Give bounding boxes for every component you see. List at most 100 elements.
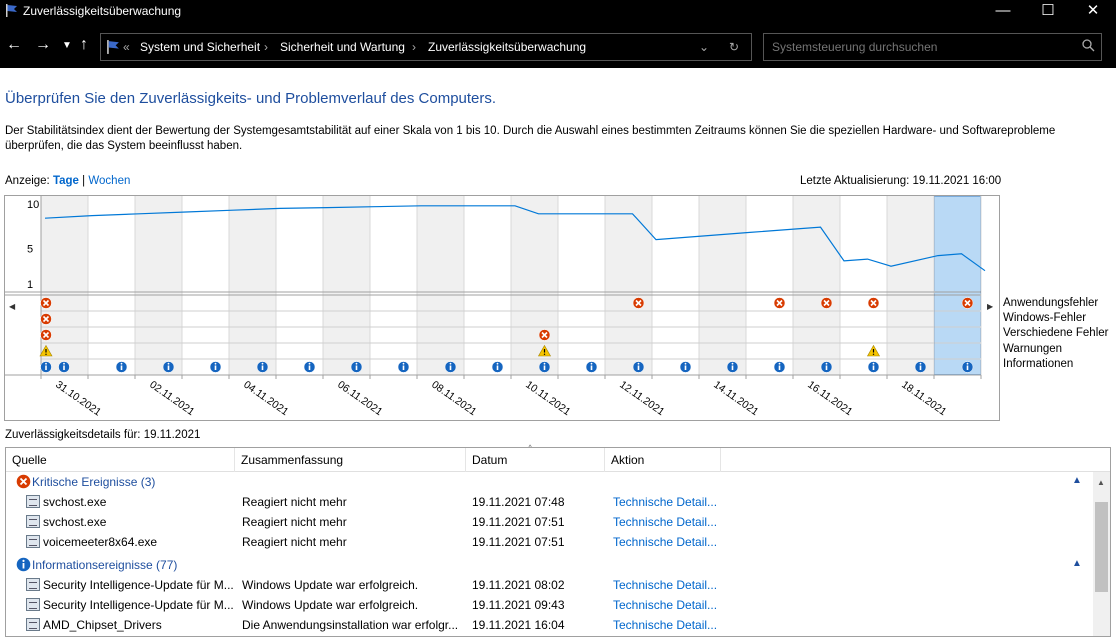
info-icon-dot xyxy=(590,362,593,365)
info-icon-bar xyxy=(496,365,499,370)
control-panel-flag-icon xyxy=(107,40,119,54)
table-row[interactable]: AMD_Chipset_Drivers Die Anwendungsinstall… xyxy=(6,615,1090,635)
info-icon-bar xyxy=(684,365,687,370)
error-icon-cross xyxy=(870,299,877,307)
chart-column[interactable] xyxy=(699,196,746,375)
chart-column[interactable] xyxy=(41,196,88,375)
chart-column[interactable] xyxy=(793,196,840,375)
technical-details-link[interactable]: Technische Detail... xyxy=(613,598,718,612)
scrollbar-thumb[interactable] xyxy=(1095,502,1108,592)
row-date: 19.11.2021 07:51 xyxy=(472,515,565,529)
breadcrumb-reliability-monitor[interactable]: Zuverlässigkeitsüberwachung xyxy=(428,40,587,54)
chart-column[interactable] xyxy=(558,196,605,375)
forward-arrow-icon[interactable]: → xyxy=(35,36,51,53)
warning-icon-dot xyxy=(872,353,875,355)
error-icon-cross xyxy=(776,299,783,307)
chart-column[interactable] xyxy=(746,196,793,375)
column-date[interactable]: Datum xyxy=(466,448,605,472)
chart-column[interactable] xyxy=(934,196,981,375)
chart-column[interactable] xyxy=(276,196,323,375)
technical-details-link[interactable]: Technische Detail... xyxy=(613,578,718,592)
chart-column[interactable] xyxy=(840,196,887,375)
x-date-label: 16.11.2021 xyxy=(805,379,854,419)
maximize-button[interactable]: ☐ xyxy=(1041,2,1055,19)
chart-column[interactable] xyxy=(887,196,934,375)
table-row[interactable]: svchost.exe Reagiert nicht mehr 19.11.2021… xyxy=(6,512,1090,532)
info-icon-bar xyxy=(214,365,217,370)
info-icon-bar xyxy=(308,365,311,370)
x-date-label: 06.11.2021 xyxy=(335,379,384,419)
back-arrow-icon[interactable]: ← xyxy=(6,36,22,53)
refresh-icon[interactable]: ↻ xyxy=(729,40,740,54)
column-source[interactable]: Quelle xyxy=(6,448,235,472)
info-icon-bar xyxy=(731,365,734,370)
x-date-label: 04.11.2021 xyxy=(241,379,290,419)
close-button[interactable]: ✕ xyxy=(1086,2,1100,19)
chart-column[interactable] xyxy=(652,196,699,375)
row-date: 19.11.2021 08:02 xyxy=(472,578,565,592)
address-prefix[interactable]: « xyxy=(123,40,130,54)
table-row[interactable]: Security Intelligence-Update für M... Win… xyxy=(6,575,1090,595)
row-summary: Reagiert nicht mehr xyxy=(242,515,347,529)
chart-scroll-left-icon[interactable]: ◀ xyxy=(9,302,16,311)
error-icon-cross xyxy=(42,331,50,339)
column-summary[interactable]: Zusammenfassung xyxy=(235,448,466,472)
search-input[interactable] xyxy=(763,33,1102,61)
collapse-chevron-icon[interactable]: ▲ xyxy=(1072,558,1082,569)
chart-column[interactable] xyxy=(464,196,511,375)
view-days-link[interactable]: Tage xyxy=(52,175,79,187)
info-icon-dot xyxy=(637,362,640,365)
view-separator: | xyxy=(82,175,86,187)
chart-column[interactable] xyxy=(323,196,370,375)
chart-column[interactable] xyxy=(370,196,417,375)
chart-column[interactable] xyxy=(135,196,182,375)
info-icon-bar xyxy=(778,365,781,370)
event-legend: Anwendungsfehler Windows-Fehler Verschie… xyxy=(1003,296,1108,372)
table-row[interactable]: voicemeeter8x64.exe Reagiert nicht mehr 19… xyxy=(6,532,1090,552)
info-icon-dot xyxy=(120,362,123,365)
application-window-icon xyxy=(26,618,40,631)
technical-details-link[interactable]: Technische Detail... xyxy=(613,495,718,509)
table-row[interactable]: Security Intelligence-Update für M... Win… xyxy=(6,595,1090,615)
breadcrumb-security-maintenance[interactable]: Sicherheit und Wartung xyxy=(280,40,405,54)
chart-scroll-right-icon[interactable]: ▶ xyxy=(987,302,994,311)
search-icon[interactable] xyxy=(1082,39,1095,52)
view-weeks-link[interactable]: Wochen xyxy=(88,175,131,187)
row-summary: Reagiert nicht mehr xyxy=(242,535,347,549)
recent-chevron-down-icon[interactable]: ▼ xyxy=(62,40,72,51)
chart-column[interactable] xyxy=(88,196,135,375)
stability-chart-svg[interactable]: 10 5 1 31.10.2021 02.11.2021 04.11.2021 06.11.… xyxy=(5,196,1001,422)
chart-column[interactable] xyxy=(229,196,276,375)
minimize-button[interactable]: — xyxy=(995,2,1011,19)
row-source: svchost.exe xyxy=(43,515,107,529)
table-group-info[interactable]: Informationsereignisse (77) ▲ xyxy=(6,555,1090,575)
address-bar[interactable]: « System und Sicherheit › Sicherheit und… xyxy=(100,33,752,61)
breadcrumb-system-security[interactable]: System und Sicherheit xyxy=(140,40,261,54)
chart-column[interactable] xyxy=(511,196,558,375)
address-dropdown-chevron-icon[interactable]: ⌄ xyxy=(699,40,710,54)
application-window-icon xyxy=(26,495,40,508)
technical-details-link[interactable]: Technische Detail... xyxy=(613,618,718,632)
info-icon-bar xyxy=(825,365,828,370)
table-group-critical[interactable]: Kritische Ereignisse (3) ▲ xyxy=(6,472,1090,492)
vertical-scrollbar[interactable]: ▲ xyxy=(1093,472,1110,636)
info-icon-bar xyxy=(355,365,358,370)
info-icon-bar xyxy=(120,365,123,370)
technical-details-link[interactable]: Technische Detail... xyxy=(613,515,718,529)
column-action[interactable]: Aktion xyxy=(605,448,721,472)
group-label[interactable]: Informationsereignisse (77) xyxy=(32,558,178,572)
chart-column[interactable] xyxy=(182,196,229,375)
page-description: Der Stabilitätsindex dient der Bewertung… xyxy=(5,125,1056,152)
up-arrow-icon[interactable]: ↑ xyxy=(80,36,88,53)
chart-column[interactable] xyxy=(417,196,464,375)
scroll-up-icon[interactable]: ▲ xyxy=(1097,478,1105,487)
collapse-chevron-icon[interactable]: ▲ xyxy=(1072,475,1082,486)
warning-icon-dot xyxy=(45,353,47,355)
legend-app-errors: Anwendungsfehler xyxy=(1003,297,1099,309)
chart-column[interactable] xyxy=(605,196,652,375)
x-date-label: 08.11.2021 xyxy=(429,379,478,419)
table-row[interactable]: svchost.exe Reagiert nicht mehr 19.11.2021… xyxy=(6,492,1090,512)
group-label[interactable]: Kritische Ereignisse (3) xyxy=(32,475,156,489)
stability-chart[interactable]: 10 5 1 31.10.2021 02.11.2021 04.11.2021 06.11.… xyxy=(4,195,1000,421)
technical-details-link[interactable]: Technische Detail... xyxy=(613,535,718,549)
